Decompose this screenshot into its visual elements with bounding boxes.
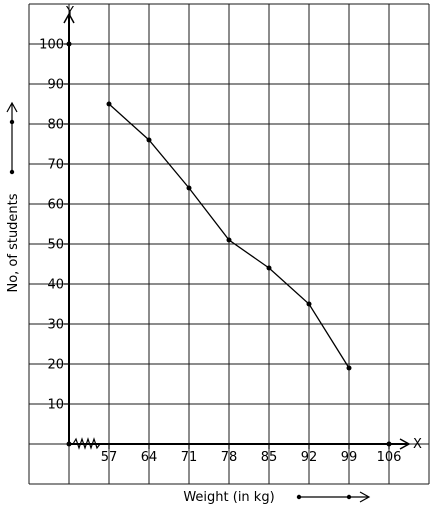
x-axis-letter: X bbox=[413, 437, 422, 452]
data-point bbox=[226, 237, 232, 243]
x-tick-label: 92 bbox=[301, 450, 318, 465]
x-axis-break-zigzag bbox=[72, 437, 101, 450]
x-tick-label: 57 bbox=[101, 450, 118, 465]
y-tick-label: 90 bbox=[47, 78, 64, 93]
y-tick-label: 10 bbox=[47, 398, 64, 413]
data-series bbox=[106, 101, 352, 371]
y-tick-label: 50 bbox=[47, 238, 64, 253]
data-point bbox=[306, 301, 312, 307]
y-tick-label: 60 bbox=[47, 198, 64, 213]
y-direction-arrow bbox=[6, 101, 18, 175]
x-tick-label: 71 bbox=[181, 450, 198, 465]
y-axis-letter: Y bbox=[65, 5, 74, 20]
data-point bbox=[146, 137, 152, 143]
data-point bbox=[186, 185, 192, 191]
y-tick-label: 30 bbox=[47, 318, 64, 333]
axes bbox=[63, 12, 411, 450]
y-axis-title: No, of students bbox=[6, 193, 21, 292]
y-tick-label: 20 bbox=[47, 358, 64, 373]
x-axis-end-point bbox=[386, 441, 392, 447]
x-tick-label: 85 bbox=[261, 450, 278, 465]
x-tick-label: 106 bbox=[377, 450, 402, 465]
data-point bbox=[266, 265, 272, 271]
y-tick-label: 70 bbox=[47, 158, 64, 173]
data-point bbox=[346, 365, 352, 371]
grid bbox=[28, 3, 430, 485]
y-tick-label: 40 bbox=[47, 278, 64, 293]
x-axis-title: Weight (in kg) bbox=[183, 490, 274, 505]
x-tick-label: 64 bbox=[141, 450, 158, 465]
y-tick-label: 80 bbox=[47, 118, 64, 133]
origin-point bbox=[66, 441, 72, 447]
x-tick-label: 99 bbox=[341, 450, 358, 465]
y-tick-label: 100 bbox=[39, 38, 64, 53]
x-direction-arrow bbox=[296, 491, 371, 503]
y-axis-arrowhead bbox=[63, 12, 75, 24]
tick-labels: 10 20 30 40 50 60 70 80 90 100 57 64 71 78 85 92 99 106 bbox=[39, 38, 401, 466]
data-point bbox=[106, 101, 112, 107]
x-tick-label: 78 bbox=[221, 450, 238, 465]
x-axis-arrowhead bbox=[399, 438, 411, 450]
